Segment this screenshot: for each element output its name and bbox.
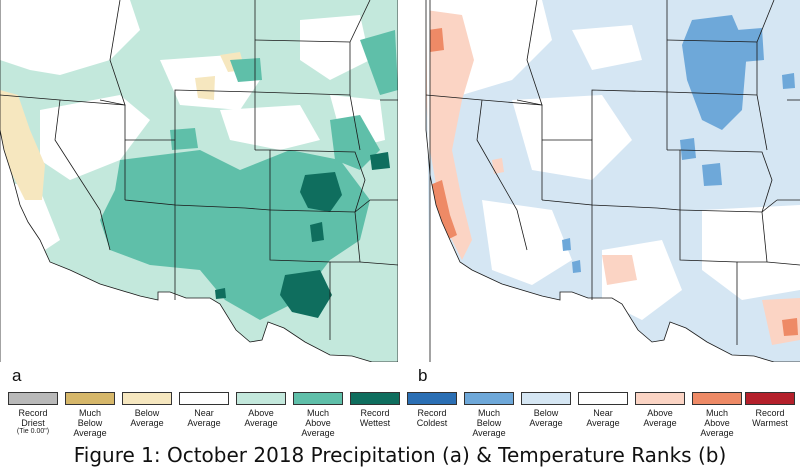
legend-label: Record Warmest [752,408,788,428]
legend-label: Below Average [130,408,164,428]
below-average-region [195,76,215,100]
legend-swatch [464,392,514,405]
legend-label: Much Above Average [301,408,335,438]
legend-label: Above Average [643,408,677,428]
above-average-region [426,10,474,260]
legend-label: Near Average [586,408,620,428]
panel-label-b: b [418,366,428,385]
near-average-region [572,25,642,70]
legend-item-much-above-temp: Much Above Average [687,392,747,438]
legend-label: Below Average [529,408,563,428]
record-wettest-region [215,288,226,299]
much-above-average-region [230,58,262,82]
panel-label-a: a [12,366,22,385]
near-average-region [0,0,140,75]
much-above-average-region [170,128,198,150]
legend-swatch [578,392,628,405]
above-average-region [602,255,637,285]
legend-label: Much Below Average [73,408,107,438]
legend-item-below-precip: Below Average [117,392,177,428]
legend-item-record-warmest: Record Warmest [740,392,800,428]
temp-fill-layer [426,0,800,362]
legend-swatch [521,392,571,405]
legend-item-below-temp: Below Average [516,392,576,428]
legend-item-much-above-precip: Much Above Average [288,392,348,438]
legend-label: Near Average [187,408,221,428]
record-wettest-region [310,222,324,242]
legend-label: Record Wettest [359,408,391,428]
precipitation-map [0,0,398,362]
legend-swatch [293,392,343,405]
state-borders [0,0,398,362]
legend-swatch [179,392,229,405]
legend-swatch [122,392,172,405]
near-average-region [482,200,572,285]
legend-swatch [692,392,742,405]
legend-item-above-temp: Above Average [630,392,690,428]
legend-label: Much Above Average [700,408,734,438]
figure-caption: Figure 1: October 2018 Precipitation (a)… [73,443,727,467]
legend-item-above-precip: Above Average [231,392,291,428]
near-average-region [220,105,320,150]
legend-label: Much Below Average [472,408,506,438]
much-below-average-region [680,138,696,160]
legend-label: Record Driest [18,408,48,428]
record-wettest-region [280,270,332,318]
near-average-region [702,205,800,300]
record-wettest-region [300,172,342,212]
much-below-average-region [782,73,795,89]
legend-swatch [745,392,795,405]
much-above-average-region [430,180,457,240]
legend-swatch [236,392,286,405]
precip-fill-layer [0,0,398,362]
state-borders [425,0,800,362]
legend-label: Record Coldest [416,408,448,428]
above-average-region [492,158,504,174]
near-average-region [300,15,370,80]
much-below-average-region [572,260,581,273]
legend-item-much-below-temp: Much Below Average [459,392,519,438]
precipitation-map-svg [0,0,398,362]
much-above-average-region [428,28,444,52]
much-above-average-region [782,318,798,336]
legend-swatch [65,392,115,405]
much-above-average-region [330,115,380,170]
much-below-average-region [702,163,722,186]
legend-item-much-below-precip: Much Below Average [60,392,120,438]
legend-item-near-temp: Near Average [573,392,633,428]
legend-swatch [407,392,457,405]
temperature-map-svg [425,0,800,362]
temperature-map [402,0,800,362]
legend-swatch [8,392,58,405]
legend-item-near-precip: Near Average [174,392,234,428]
much-below-average-region [562,238,571,251]
legend-label: Above Average [244,408,278,428]
legend-item-record-driest: Record Driest (Tie 0.00") [3,392,63,436]
record-wettest-region [370,152,390,170]
legend-sublabel: (Tie 0.00") [16,428,50,435]
much-below-average-region [682,15,747,130]
legend: Record Driest (Tie 0.00") Much Below Ave… [0,392,800,442]
legend-item-record-wettest: Record Wettest [345,392,405,428]
legend-swatch [350,392,400,405]
legend-swatch [635,392,685,405]
legend-item-record-coldest: Record Coldest [402,392,462,428]
much-above-average-region [360,30,398,95]
